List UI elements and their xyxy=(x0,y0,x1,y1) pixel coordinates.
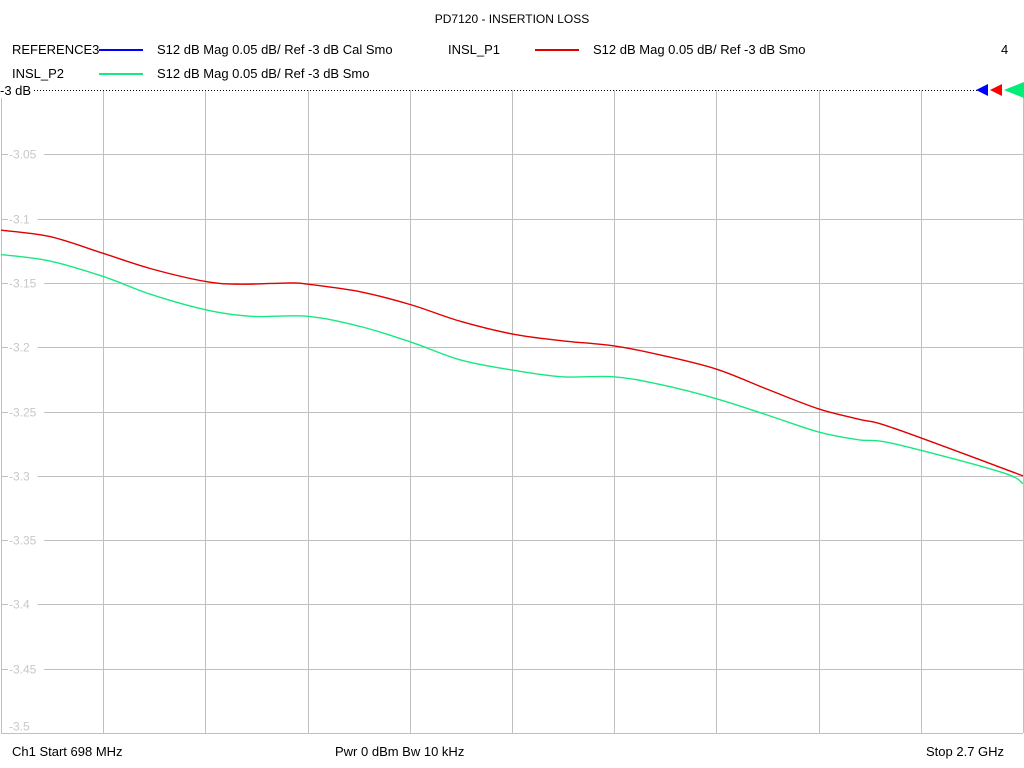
legend-reference3-desc: S12 dB Mag 0.05 dB/ Ref -3 dB Cal Smo xyxy=(157,42,393,57)
grid xyxy=(1,90,1024,734)
legend-insl-p1-desc: S12 dB Mag 0.05 dB/ Ref -3 dB Smo xyxy=(593,42,806,57)
svg-text:-3.05: -3.05 xyxy=(9,148,37,162)
svg-text:-3.35: -3.35 xyxy=(9,534,37,548)
footer-power-bandwidth: Pwr 0 dBm Bw 10 kHz xyxy=(335,744,465,759)
svg-text:-3.2: -3.2 xyxy=(9,341,30,355)
legend-insl-p2-desc: S12 dB Mag 0.05 dB/ Ref -3 dB Smo xyxy=(157,66,370,81)
legend-reference3-swatch xyxy=(99,49,143,51)
legend-insl-p2-name: INSL_P2 xyxy=(12,66,65,81)
legend-row-1: REFERENCE3 S12 dB Mag 0.05 dB/ Ref -3 dB… xyxy=(0,42,1024,58)
trace-insl-p2 xyxy=(0,253,1024,485)
svg-text:-3.1: -3.1 xyxy=(9,213,30,227)
legend-insl-p2-swatch xyxy=(99,73,143,75)
ref-level-label: -3 dB xyxy=(0,83,33,98)
y-tick-labels: -3.05 -3.1 -3.15 -3.2 -3.25 -3.3 -3.35 -3.4 -3.4… xyxy=(8,147,44,734)
traces xyxy=(0,229,1024,485)
legend-row-2: INSL_P2 S12 dB Mag 0.05 dB/ Ref -3 dB Sm… xyxy=(0,66,1024,82)
trace-insl-p1 xyxy=(0,229,1024,477)
legend-insl-p1-name: INSL_P1 xyxy=(448,42,501,57)
ref-marker-green-icon[interactable] xyxy=(1004,82,1024,98)
svg-text:-3.4: -3.4 xyxy=(9,598,30,612)
legend-reference3-name: REFERENCE3 xyxy=(12,42,100,57)
svg-text:-3.25: -3.25 xyxy=(9,406,37,420)
legend-insl-p1-swatch xyxy=(535,49,579,51)
footer-stop: Stop 2.7 GHz xyxy=(926,744,1005,759)
svg-text:-3.45: -3.45 xyxy=(9,663,37,677)
ref-marker-blue-icon[interactable] xyxy=(976,84,988,96)
channel-number: 4 xyxy=(1001,42,1009,57)
footer-start: Ch1 Start 698 MHz xyxy=(12,744,123,759)
svg-text:-3.15: -3.15 xyxy=(9,277,37,291)
svg-text:-3.5: -3.5 xyxy=(9,720,30,734)
svg-text:-3.3: -3.3 xyxy=(9,470,30,484)
chart-title: PD7120 - INSERTION LOSS xyxy=(434,12,590,26)
ref-marker-red-icon[interactable] xyxy=(990,84,1002,96)
